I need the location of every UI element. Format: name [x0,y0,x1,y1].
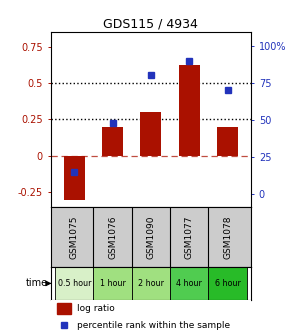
Text: GSM1090: GSM1090 [146,215,155,259]
Text: GSM1078: GSM1078 [223,215,232,259]
Text: 6 hour: 6 hour [214,279,241,288]
Text: percentile rank within the sample: percentile rank within the sample [77,321,230,330]
Bar [132,267,170,300]
Bar [170,267,208,300]
Bar [57,303,71,313]
Title: GDS115 / 4934: GDS115 / 4934 [103,18,198,31]
Text: GSM1077: GSM1077 [185,215,194,259]
Text: 4 hour: 4 hour [176,279,202,288]
Bar [64,156,85,200]
Text: 0.5 hour: 0.5 hour [57,279,91,288]
Text: GSM1075: GSM1075 [70,215,79,259]
Bar [179,66,200,156]
Bar [140,112,161,156]
Bar [208,267,247,300]
Text: time: time [26,279,48,288]
Bar [102,127,123,156]
Text: 2 hour: 2 hour [138,279,164,288]
Text: log ratio: log ratio [77,304,115,313]
Text: GSM1076: GSM1076 [108,215,117,259]
Bar [217,127,238,156]
Bar [55,267,93,300]
Bar [93,267,132,300]
Text: 1 hour: 1 hour [100,279,125,288]
